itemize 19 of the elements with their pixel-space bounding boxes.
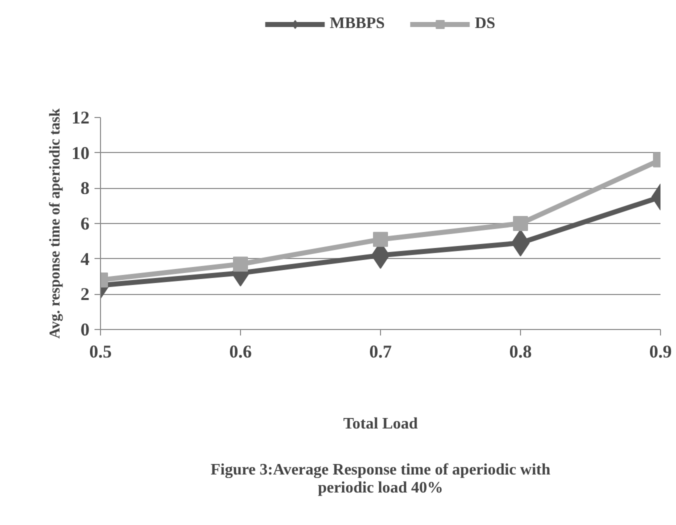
y-tick-label: 8 [80,178,90,198]
y-tick-label: 0 [80,320,90,340]
legend-label: DS [474,15,496,33]
y-tick-label: 12 [72,108,90,128]
x-tick-label: 0.7 [369,342,392,362]
x-tick-label: 0.8 [509,342,532,362]
y-tick-label: 4 [80,248,90,269]
y-axis-title: Avg. response time of aperiodic task [48,108,64,339]
legend-label: MBBPS [330,15,385,33]
caption: Figure 3:Average Response time of aperiodic with [210,462,550,478]
y-tick-label: 6 [80,214,90,234]
point [373,232,388,247]
x-tick-label: 0.5 [89,342,112,362]
x-axis-title: Total Load [343,416,418,432]
y-tick-label: 2 [80,284,90,304]
y-tick-label: 10 [72,142,90,163]
text: periodic load 40% [318,480,444,496]
x-tick-label: 0.9 [649,342,672,362]
x-tick-label: 0.6 [229,342,252,362]
